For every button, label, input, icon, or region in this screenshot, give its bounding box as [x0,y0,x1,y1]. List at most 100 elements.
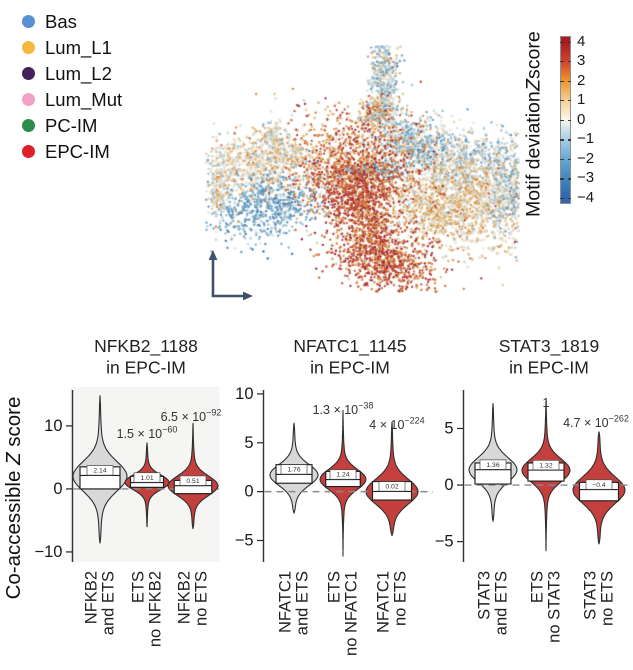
legend-label: Lum_Mut [45,89,123,110]
violin-nfatc1-no-ets [365,421,419,537]
y-tick-label: 10 [235,385,253,403]
x-category-label: ETS [528,571,546,603]
median-value-box [378,481,406,492]
median-value-label: 0.51 [186,478,199,485]
y-tick-label: 10 [44,417,62,435]
y-tick-label: −10 [35,543,63,561]
median-value-box [133,472,161,483]
y-tick-label: −5 [435,533,454,551]
colorbar-tick-mark [560,119,564,122]
cell-type-legend: Bas Lum_L1 Lum_L2 Lum_Mut PC-IM EPC-IM [22,12,122,161]
y-tick-label: 0 [244,483,253,501]
median-value-label: −0.4 [592,482,606,489]
colorbar-tick-mark [560,41,564,43]
legend-label: PC-IM [45,115,98,136]
y-tick-label: 5 [244,434,253,452]
panel-title-line1: NFKB2_1188 [94,336,198,357]
legend-dot-icon [22,41,35,54]
x-category-label: no ETS [193,571,211,626]
legend-item-lum_l2: Lum_L2 [22,64,122,83]
p-value-label: 1 [543,396,550,410]
colorbar-tick-label: −4 [577,189,595,206]
panel-title-line2: in EPC-IM [509,358,589,378]
panel-title-line2: in EPC-IM [310,358,390,378]
x-category-label: no NFKB2 [147,571,165,647]
colorbar-tick-mark [567,178,571,180]
x-category-label: and ETS [100,571,118,635]
violin-shape [365,421,419,537]
arrow-up-head [208,250,218,260]
colorbar-tick-mark [560,198,564,200]
colorbar-tick-mark [567,61,571,63]
median-value-box [585,479,613,490]
colorbar-tick-mark [560,178,564,180]
x-category-label: no ETS [599,571,617,626]
colorbar-tick-mark [567,198,571,200]
legend-dot-icon [22,15,35,28]
y-tick-label: 5 [444,419,453,437]
legend-item-lum_l1: Lum_L1 [22,38,122,57]
x-category-label: NFKB2 [175,571,193,624]
median-value-label: 1.01 [140,475,153,482]
colorbar-tick-mark [560,139,564,141]
legend-label: Bas [45,11,77,32]
median-value-label: 0.02 [385,484,398,491]
colorbar-tick-mark [560,80,564,82]
y-axis-label: Co-accessible Z score [2,397,25,600]
colorbar-tick-label: −2 [577,149,595,167]
legend-item-lum_mut: Lum_Mut [22,90,122,109]
median-value-box [479,459,507,470]
x-category-label: NFATC1 [374,571,392,633]
panel-title-line1: STAT3_1819 [499,336,600,357]
colorbar-tick-mark [567,139,571,141]
p-value-label: 6.5 × 10−92 [161,408,222,425]
legend-dot-icon [22,119,35,132]
x-category-label: no STAT3 [546,571,564,643]
colorbar-tick-label: 3 [577,52,586,70]
x-category-label: ETS [129,571,147,603]
legend-dot-icon [22,93,35,106]
panel-title-line2: in EPC-IM [106,358,186,378]
arrow-right-head [243,291,253,301]
legend-item-bas: Bas [22,12,122,31]
umap-axis-arrows-icon [208,250,253,301]
p-value-label: 1.5 × 10−60 [117,425,178,442]
colorbar-tick-mark [567,41,571,43]
legend-label: EPC-IM [45,141,110,162]
p-value-label: 4.7 × 10−262 [563,414,629,431]
legend-dot-icon [22,145,35,158]
p-value-label: 1.3 × 10−38 [313,401,374,418]
x-category-label: STAT3 [581,571,599,620]
legend-item-pc-im: PC-IM [22,116,122,135]
colorbar-tick-label: 4 [577,32,586,50]
legend-dot-icon [22,67,35,80]
median-value-box [179,475,207,486]
median-value-box [86,465,114,476]
colorbar-tick-label: 1 [577,91,586,109]
colorbar-tick-mark [560,61,564,63]
legend-label: Lum_L1 [45,37,112,58]
colorbar-title-z: Z [522,79,545,91]
colorbar-tick-mark [567,100,571,102]
x-category-label: and ETS [294,571,312,635]
median-value-box [280,464,308,475]
x-category-label: no ETS [392,571,410,626]
median-value-label: 1.24 [336,472,349,479]
colorbar-tick-label: −3 [577,169,595,187]
colorbar-title-suffix: score [522,31,545,80]
median-value-box [329,469,357,480]
median-value-label: 1.76 [287,467,300,474]
legend-item-epc-im: EPC-IM [22,142,122,161]
x-category-label: NFATC1 [276,571,294,633]
x-category-label: no NFATC1 [343,571,361,656]
legend-label: Lum_L2 [45,63,112,84]
colorbar-tick-mark [567,80,571,82]
colorbar-title: Motif deviation Z score [522,14,546,234]
umap-scatter-plot [205,45,520,293]
x-category-label: STAT3 [475,571,493,620]
colorbar-tick-mark [560,100,564,102]
p-value-label: 4 × 10−224 [369,416,424,433]
